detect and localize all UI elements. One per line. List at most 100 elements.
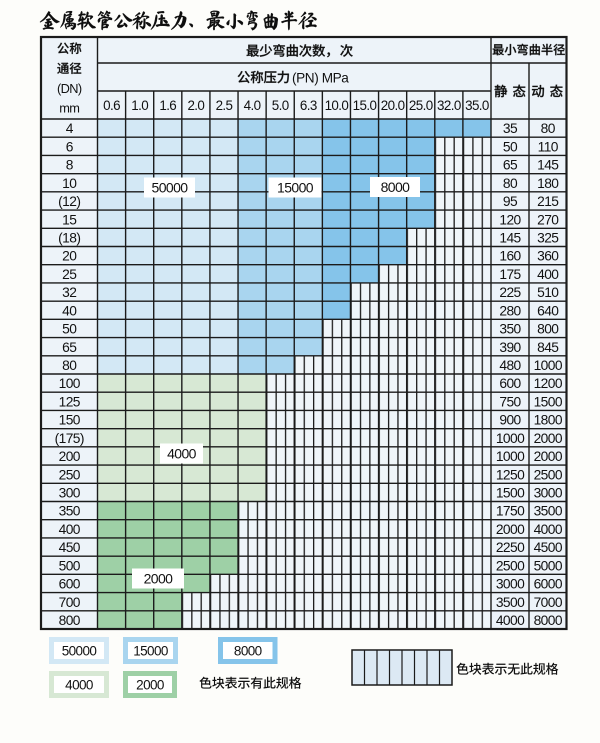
svg-text:150: 150 (59, 413, 81, 428)
svg-text:4.0: 4.0 (244, 98, 261, 113)
svg-text:10: 10 (62, 176, 77, 191)
svg-text:80: 80 (62, 358, 77, 373)
svg-text:280: 280 (499, 303, 521, 318)
svg-text:325: 325 (537, 231, 559, 246)
svg-text:2500: 2500 (534, 467, 563, 482)
svg-text:1.6: 1.6 (159, 98, 176, 113)
svg-text:5.0: 5.0 (272, 98, 289, 113)
svg-text:3000: 3000 (534, 486, 563, 501)
svg-text:50: 50 (62, 322, 77, 337)
svg-text:50: 50 (503, 139, 518, 154)
svg-text:(18): (18) (58, 231, 80, 246)
svg-text:3000: 3000 (496, 577, 525, 592)
svg-text:4000: 4000 (534, 522, 563, 537)
svg-text:500: 500 (59, 558, 81, 573)
svg-text:800: 800 (59, 613, 81, 628)
svg-text:65: 65 (503, 158, 518, 173)
svg-text:20.0: 20.0 (381, 98, 405, 113)
svg-text:2000: 2000 (534, 449, 563, 464)
svg-text:80: 80 (541, 121, 556, 136)
svg-text:510: 510 (537, 285, 559, 300)
svg-text:50000: 50000 (152, 180, 189, 196)
svg-text:5000: 5000 (534, 558, 563, 573)
svg-text:15.0: 15.0 (353, 98, 377, 113)
svg-text:120: 120 (499, 212, 521, 227)
svg-text:640: 640 (537, 303, 559, 318)
svg-text:2000: 2000 (136, 678, 164, 693)
svg-text:(12): (12) (58, 194, 80, 209)
svg-text:4000: 4000 (496, 613, 525, 628)
svg-text:250: 250 (59, 467, 81, 482)
svg-text:8000: 8000 (234, 644, 262, 659)
svg-text:32.0: 32.0 (437, 98, 461, 113)
svg-text:8000: 8000 (381, 179, 411, 195)
svg-text:360: 360 (537, 249, 559, 264)
svg-text:95: 95 (503, 194, 518, 209)
svg-text:125: 125 (59, 394, 81, 409)
svg-text:225: 225 (499, 285, 521, 300)
svg-text:15: 15 (62, 212, 77, 227)
svg-text:10.0: 10.0 (325, 98, 349, 113)
svg-text:3500: 3500 (534, 504, 563, 519)
svg-text:175: 175 (499, 267, 521, 282)
svg-text:110: 110 (538, 139, 559, 154)
svg-text:2000: 2000 (534, 431, 563, 446)
svg-text:200: 200 (59, 449, 81, 464)
svg-text:1800: 1800 (534, 413, 563, 428)
svg-text:(PN) MPa: (PN) MPa (292, 70, 349, 85)
svg-text:35: 35 (503, 121, 518, 136)
svg-text:1500: 1500 (534, 394, 563, 409)
svg-text:1250: 1250 (496, 467, 525, 482)
svg-text:600: 600 (499, 376, 521, 391)
svg-text:1750: 1750 (496, 504, 525, 519)
svg-text:1000: 1000 (496, 449, 525, 464)
svg-text:450: 450 (59, 540, 81, 555)
svg-text:700: 700 (59, 595, 81, 610)
svg-text:300: 300 (59, 486, 81, 501)
svg-text:900: 900 (499, 413, 521, 428)
svg-text:145: 145 (537, 158, 559, 173)
svg-text:40: 40 (62, 303, 77, 318)
svg-text:8: 8 (66, 158, 74, 173)
svg-text:32: 32 (62, 285, 76, 300)
svg-text:2.5: 2.5 (216, 98, 233, 113)
svg-text:6: 6 (66, 139, 74, 154)
svg-text:1000: 1000 (534, 358, 563, 373)
svg-text:1500: 1500 (496, 486, 525, 501)
svg-text:0.6: 0.6 (103, 98, 120, 113)
svg-text:480: 480 (499, 358, 521, 373)
svg-text:600: 600 (59, 577, 81, 592)
svg-text:7000: 7000 (534, 595, 563, 610)
svg-text:6000: 6000 (534, 577, 563, 592)
svg-text:50000: 50000 (62, 644, 97, 659)
svg-text:400: 400 (59, 522, 81, 537)
svg-text:20: 20 (62, 249, 77, 264)
svg-text:6.3: 6.3 (300, 98, 317, 113)
svg-text:3500: 3500 (496, 595, 525, 610)
svg-text:4: 4 (66, 121, 74, 136)
svg-text:270: 270 (537, 212, 559, 227)
svg-text:800: 800 (537, 322, 559, 337)
svg-text:215: 215 (537, 194, 559, 209)
svg-text:160: 160 (499, 249, 521, 264)
svg-text:35.0: 35.0 (465, 98, 489, 113)
svg-text:4000: 4000 (167, 446, 197, 462)
svg-text:400: 400 (537, 267, 559, 282)
svg-text:(175): (175) (55, 431, 84, 446)
svg-text:8000: 8000 (534, 613, 563, 628)
svg-text:(DN): (DN) (57, 81, 82, 96)
svg-text:350: 350 (59, 504, 81, 519)
svg-text:80: 80 (503, 176, 518, 191)
svg-text:145: 145 (499, 231, 521, 246)
svg-text:100: 100 (59, 376, 81, 391)
svg-text:mm: mm (59, 101, 79, 116)
svg-text:2000: 2000 (496, 522, 525, 537)
svg-text:2.0: 2.0 (187, 98, 204, 113)
svg-text:390: 390 (499, 340, 521, 355)
svg-text:4000: 4000 (65, 678, 93, 693)
svg-text:1.0: 1.0 (131, 98, 148, 113)
svg-text:2500: 2500 (496, 558, 525, 573)
svg-text:350: 350 (499, 322, 521, 337)
svg-text:15000: 15000 (277, 180, 314, 196)
svg-text:65: 65 (62, 340, 77, 355)
